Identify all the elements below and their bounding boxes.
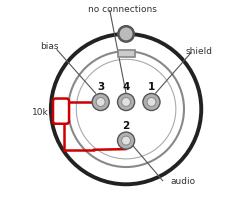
Text: no connections: no connections xyxy=(88,5,156,14)
Text: 3: 3 xyxy=(97,82,104,92)
Text: 1: 1 xyxy=(148,82,155,92)
Text: shield: shield xyxy=(185,47,213,56)
Circle shape xyxy=(118,94,135,111)
Text: 4: 4 xyxy=(122,82,130,92)
Text: 2: 2 xyxy=(122,121,130,131)
Circle shape xyxy=(76,59,176,159)
Circle shape xyxy=(122,136,131,145)
Circle shape xyxy=(143,94,160,111)
Bar xyxy=(118,50,135,57)
Circle shape xyxy=(118,132,135,149)
FancyBboxPatch shape xyxy=(53,98,69,124)
Text: audio: audio xyxy=(170,177,195,186)
Text: 10k: 10k xyxy=(31,108,48,117)
Circle shape xyxy=(118,26,134,42)
Circle shape xyxy=(147,97,156,107)
Circle shape xyxy=(96,97,105,107)
Circle shape xyxy=(92,94,109,111)
Text: bias: bias xyxy=(41,42,59,51)
Circle shape xyxy=(51,34,201,184)
Circle shape xyxy=(122,97,131,107)
Circle shape xyxy=(68,51,184,167)
